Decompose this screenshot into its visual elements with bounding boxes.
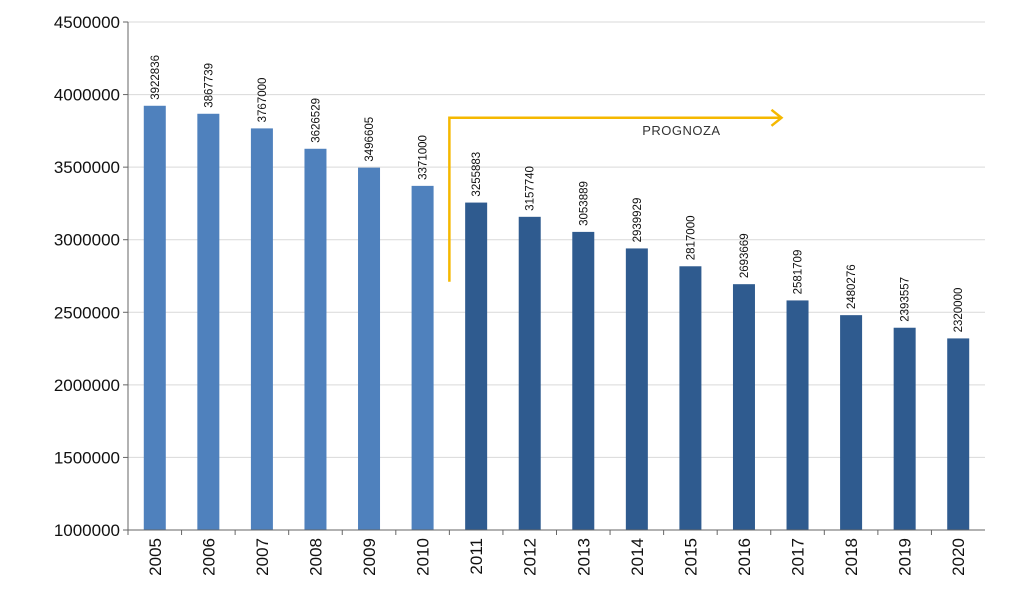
bar — [625, 248, 648, 530]
x-tick-label: 2016 — [735, 538, 754, 576]
bar — [786, 300, 809, 530]
data-label: 2320000 — [953, 288, 965, 333]
x-tick-label: 2006 — [199, 538, 218, 576]
y-tick-label: 4500000 — [54, 13, 120, 32]
x-tick-label: 2019 — [896, 538, 915, 576]
data-label: 3157740 — [525, 166, 537, 211]
y-tick-label: 4000000 — [54, 86, 120, 105]
forecast-arrow-head-icon — [770, 108, 784, 127]
data-label: 2393557 — [900, 277, 912, 322]
data-label: 3371000 — [418, 135, 430, 180]
data-label: 3922836 — [150, 55, 162, 100]
data-label: 3496605 — [364, 117, 376, 162]
x-tick-label: 2018 — [842, 538, 861, 576]
bar — [358, 167, 381, 530]
y-tick-label: 2500000 — [54, 303, 120, 322]
bar — [411, 185, 434, 531]
data-label: 2480276 — [846, 264, 858, 309]
x-tick-label: 2012 — [521, 538, 540, 576]
bar — [304, 148, 327, 530]
y-tick-label: 1500000 — [54, 448, 120, 467]
y-tick-label: 3500000 — [54, 158, 120, 177]
data-label: 3053889 — [578, 181, 590, 226]
y-tick-label: 2000000 — [54, 376, 120, 395]
bar — [250, 128, 273, 530]
bar — [840, 315, 863, 530]
bar — [518, 216, 541, 530]
y-axis: 1000000 1500000 2000000 2500000 3000000 35000… — [54, 13, 129, 540]
data-label: 2693669 — [739, 233, 751, 278]
y-tick-label: 1000000 — [54, 521, 120, 540]
x-tick-label: 2010 — [414, 538, 433, 576]
data-label: 3255883 — [471, 152, 483, 197]
forecast-label: PROGNOZA — [642, 123, 720, 138]
x-axis: 2005 2006 2007 2008 2009 2010 2011 2012 2013 2014… — [127, 529, 985, 576]
bar — [465, 202, 488, 530]
y-tick-label: 3000000 — [54, 231, 120, 250]
data-label: 2939929 — [632, 198, 644, 243]
forecast-arrow — [448, 116, 782, 282]
x-tick-label: 2015 — [681, 538, 700, 576]
x-tick-label: 2007 — [253, 538, 272, 576]
bar — [679, 266, 702, 530]
bar — [197, 113, 220, 531]
x-tick-label: 2014 — [628, 538, 647, 576]
bar — [143, 105, 166, 530]
bar — [947, 338, 970, 530]
data-labels: 3922836 3867739 3767000 3626529 3496605 33710… — [150, 55, 965, 332]
bar — [572, 231, 595, 530]
bar — [893, 327, 916, 530]
x-tick-label: 2011 — [467, 538, 486, 575]
bars — [143, 105, 970, 531]
data-label: 2581709 — [793, 250, 805, 295]
x-tick-label: 2013 — [574, 538, 593, 576]
data-label: 3867739 — [203, 63, 215, 108]
bar — [732, 284, 755, 530]
x-tick-label: 2009 — [360, 538, 379, 576]
x-tick-label: 2017 — [789, 538, 808, 576]
x-tick-label: 2005 — [146, 538, 165, 576]
data-label: 3767000 — [257, 78, 269, 123]
data-label: 2817000 — [685, 215, 697, 260]
data-label: 3626529 — [310, 98, 322, 143]
x-tick-label: 2020 — [949, 538, 968, 576]
x-tick-label: 2008 — [306, 538, 325, 576]
forecast-annotation: PROGNOZA — [448, 108, 784, 282]
